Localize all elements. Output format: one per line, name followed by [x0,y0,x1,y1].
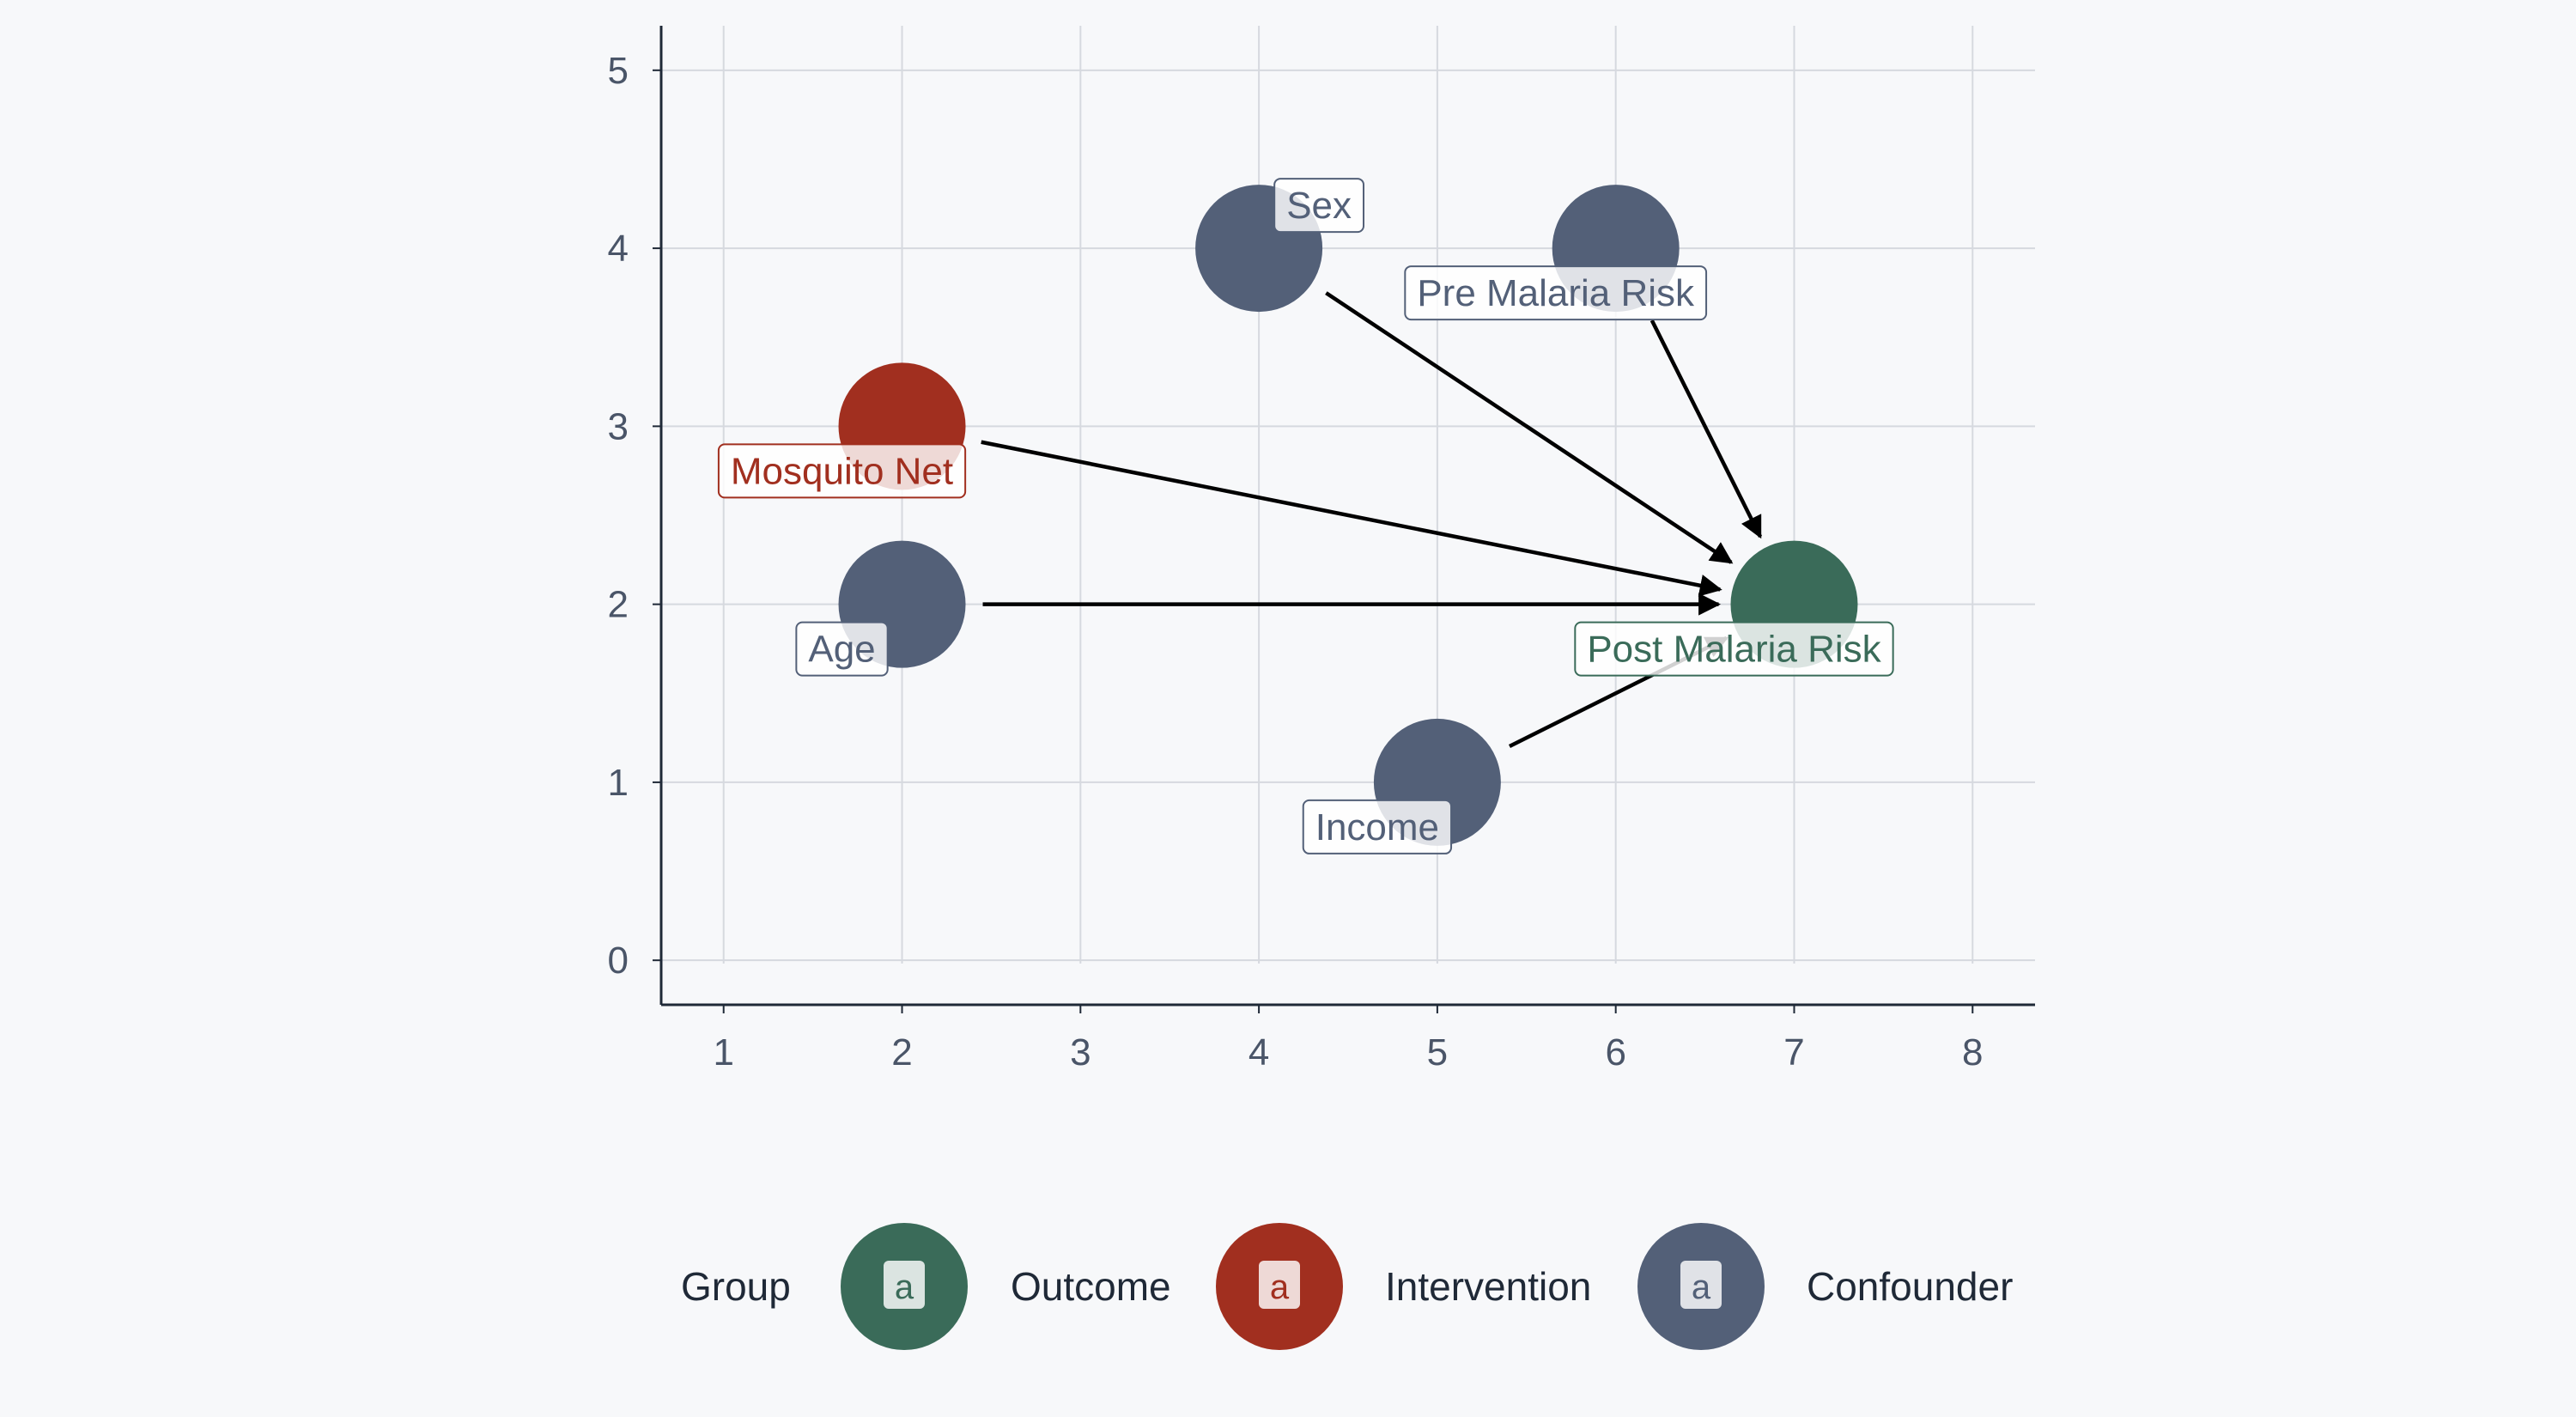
y-tick-label-4: 4 [608,228,629,270]
node-label-pre-malaria-risk: Pre Malaria Risk [1404,265,1708,321]
legend-key-glyph: a [1270,1268,1290,1306]
x-tick-label-3: 3 [1070,1031,1091,1073]
node-label-box [717,443,967,499]
legend-item-outcome: a Outcome [841,1223,1171,1350]
node-label-text: Sex [1286,185,1352,227]
x-tick-label-4: 4 [1249,1031,1269,1073]
legend-item-intervention: a Intervention [1216,1223,1591,1350]
x-tick-label-1: 1 [713,1031,733,1073]
y-tick-label-2: 2 [608,584,629,626]
legend: Group a Outcome a Intervention a Confounder [681,1223,2013,1350]
legend-title: Group [681,1264,791,1309]
legend-label-outcome: Outcome [1011,1264,1171,1309]
edge-sex-to-post-malaria-risk [1325,291,1734,564]
edge-mosquito-net-to-post-malaria-risk [981,440,1722,597]
node-label-box [795,621,889,677]
legend-key-glyph: a [895,1268,914,1306]
node-label-text: Pre Malaria Risk [1417,272,1695,314]
edges [981,291,1763,748]
node-label-post-malaria-risk: Post Malaria Risk [1574,621,1894,677]
axes: 1 2 3 4 5 6 7 8 0 1 2 3 4 5 [608,26,2035,1073]
node-label-age: Age [795,621,889,677]
node-label-box [1404,265,1708,321]
node-labels: Sex Pre Malaria Risk Mosquito Net Age Income… [717,178,1894,854]
legend-key-box [1680,1261,1722,1309]
y-tick-label-1: 1 [608,762,629,804]
x-tick-label-5: 5 [1427,1031,1448,1073]
edge-pre-malaria-risk-to-post-malaria-risk [1649,319,1763,539]
node-label-text: Post Malaria Risk [1587,629,1881,671]
node-label-mosquito-net: Mosquito Net [717,443,967,499]
node-label-box [1302,799,1453,854]
node-label-sex: Sex [1273,178,1365,234]
node-label-text: Mosquito Net [731,450,953,492]
legend-key-glyph: a [1692,1268,1711,1306]
x-tick-label-8: 8 [1962,1031,1983,1073]
legend-item-confounder: a Confounder [1637,1223,2013,1350]
legend-label-intervention: Intervention [1385,1264,1591,1309]
node-label-box [1574,621,1894,677]
y-tick-label-5: 5 [608,50,629,92]
x-tick-label-6: 6 [1605,1031,1625,1073]
node-label-box [1273,178,1365,234]
x-tick-label-7: 7 [1783,1031,1804,1073]
y-tick-label-3: 3 [608,405,629,447]
legend-key-box [1259,1261,1300,1309]
node-label-income: Income [1302,799,1453,854]
x-tick-label-2: 2 [891,1031,912,1073]
node-label-text: Age [808,629,875,671]
legend-label-confounder: Confounder [1807,1264,2013,1309]
legend-key-box [884,1261,925,1309]
node-label-text: Income [1315,806,1439,848]
y-tick-label-0: 0 [608,940,629,982]
